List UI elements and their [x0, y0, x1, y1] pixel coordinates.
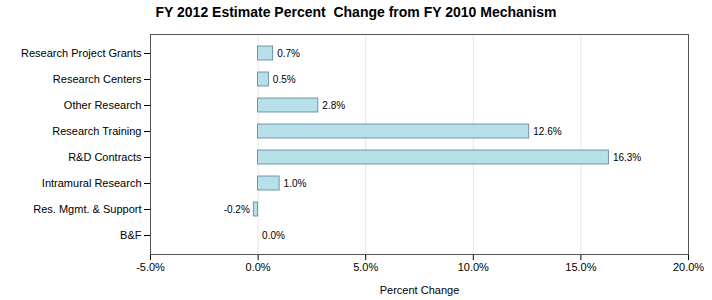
svg-text:20.0%: 20.0%	[673, 261, 704, 273]
svg-text:0.0%: 0.0%	[262, 230, 285, 241]
svg-text:Other Research: Other Research	[64, 99, 142, 111]
svg-text:-0.2%: -0.2%	[224, 204, 250, 215]
svg-text:Res. Mgmt. & Support: Res. Mgmt. & Support	[33, 203, 141, 215]
svg-text:Intramural Research: Intramural Research	[42, 177, 142, 189]
svg-text:0.0%: 0.0%	[246, 261, 271, 273]
svg-text:2.8%: 2.8%	[322, 100, 345, 111]
svg-text:Research Training: Research Training	[52, 125, 141, 137]
svg-text:Research Project Grants: Research Project Grants	[21, 47, 142, 59]
svg-text:0.7%: 0.7%	[277, 48, 300, 59]
svg-text:Percent Change: Percent Change	[380, 284, 460, 296]
svg-text:1.0%: 1.0%	[284, 178, 307, 189]
svg-text:R&D Contracts: R&D Contracts	[68, 151, 142, 163]
svg-text:0.5%: 0.5%	[273, 74, 296, 85]
svg-text:12.6%: 12.6%	[533, 126, 561, 137]
svg-text:15.0%: 15.0%	[565, 261, 596, 273]
svg-text:16.3%: 16.3%	[613, 152, 641, 163]
svg-text:-5.0%: -5.0%	[136, 261, 165, 273]
svg-text:Research Centers: Research Centers	[53, 73, 142, 85]
svg-text:10.0%: 10.0%	[458, 261, 489, 273]
svg-text:5.0%: 5.0%	[353, 261, 378, 273]
html-text:FY 2012 Estimate Percent Chang: FY 2012 Estimate Percent Change from FY …	[155, 4, 557, 20]
svg-text:B&F: B&F	[120, 229, 142, 241]
